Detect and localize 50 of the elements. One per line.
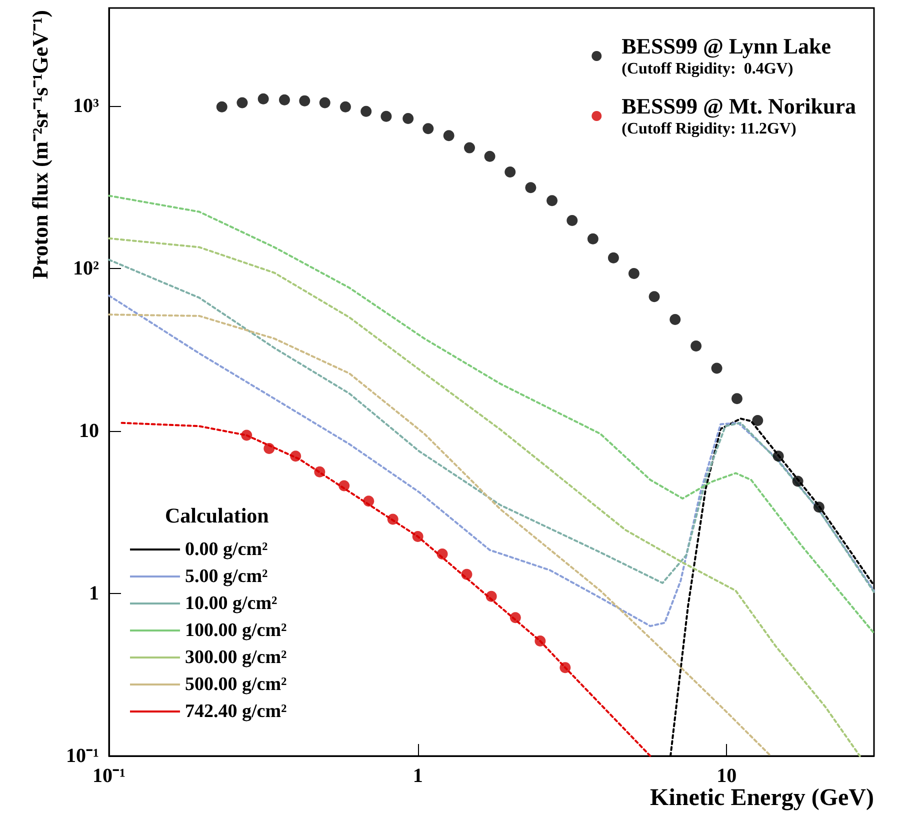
point (690, 340, 702, 352)
point (380, 110, 392, 122)
x-axis-title: Kinetic Energy (GeV) (650, 785, 874, 811)
point (484, 150, 496, 162)
point (278, 94, 290, 106)
point (299, 95, 310, 106)
point (648, 291, 660, 302)
point (402, 113, 414, 124)
point (752, 414, 764, 426)
point (443, 130, 454, 142)
point (504, 166, 516, 178)
y-tick-label: 10⁻¹ (66, 745, 99, 767)
legend-label: 500.00 g/cm² (185, 674, 288, 695)
point (340, 101, 351, 112)
legend-label: BESS99 @ Lynn Lake (Cutoff Rigidity: 0.4GV) (622, 34, 832, 78)
point (731, 393, 742, 404)
y-tick-label: 10 (79, 420, 99, 442)
legend-label: 300.00 g/cm² (185, 647, 288, 668)
point (813, 502, 824, 513)
point (608, 252, 619, 264)
point (711, 362, 722, 374)
legend-title: Calculation (165, 504, 270, 528)
point (628, 268, 640, 280)
point (772, 450, 784, 462)
legend-label: 10.00 g/cm² (185, 593, 278, 614)
point (546, 195, 558, 206)
point (587, 233, 598, 244)
y-tick-label: 1 (89, 582, 99, 604)
point (360, 106, 372, 117)
legend-label: 0.00 g/cm² (185, 539, 268, 560)
x-tick-label: 10⁻¹ (92, 765, 126, 787)
legend-label: 742.40 g/cm² (185, 701, 288, 722)
y-tick-label: 10² (73, 257, 99, 280)
point (236, 97, 248, 108)
x-tick-label: 1 (412, 765, 423, 787)
legend-label: 5.00 g/cm² (185, 566, 268, 587)
y-tick-label: 10³ (73, 94, 99, 117)
point (258, 93, 269, 104)
point (792, 476, 804, 487)
point (319, 97, 330, 108)
point (216, 101, 228, 112)
point (464, 142, 475, 154)
legend-label: BESS99 @ Mt. Norikura (Cutoff Rigidity: 11.2GV) (622, 94, 856, 138)
y-axis-title: Proton flux (m⁻²sr⁻¹s⁻¹GeV⁻¹) (28, 10, 52, 280)
point (422, 123, 434, 134)
legend-label: 100.00 g/cm² (185, 620, 288, 641)
x-tick-label: 10 (716, 765, 737, 787)
point (525, 182, 536, 194)
point (566, 215, 578, 226)
point (670, 314, 681, 325)
